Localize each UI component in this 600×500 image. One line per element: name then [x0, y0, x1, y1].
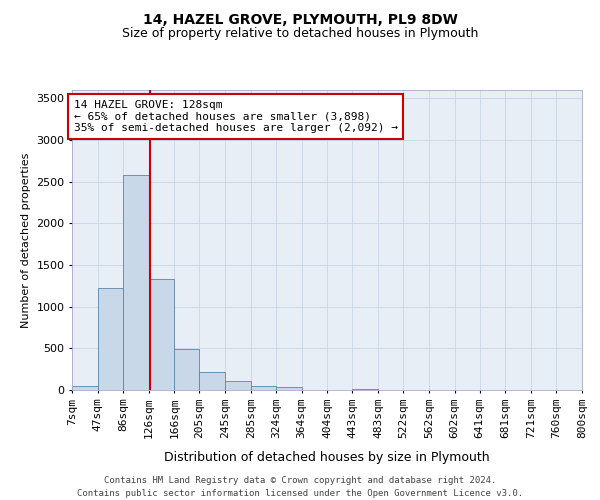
- Text: 14, HAZEL GROVE, PLYMOUTH, PL9 8DW: 14, HAZEL GROVE, PLYMOUTH, PL9 8DW: [143, 12, 457, 26]
- Bar: [149, 279, 174, 390]
- Bar: [98, 288, 123, 390]
- Text: Distribution of detached houses by size in Plymouth: Distribution of detached houses by size …: [164, 451, 490, 464]
- Bar: [72, 386, 98, 390]
- Text: Size of property relative to detached houses in Plymouth: Size of property relative to detached ho…: [122, 28, 478, 40]
- Bar: [352, 389, 378, 390]
- Bar: [276, 387, 302, 390]
- Text: 14 HAZEL GROVE: 128sqm
← 65% of detached houses are smaller (3,898)
35% of semi-: 14 HAZEL GROVE: 128sqm ← 65% of detached…: [74, 100, 398, 133]
- Bar: [199, 372, 225, 390]
- Bar: [251, 386, 276, 390]
- Bar: [123, 175, 149, 390]
- Bar: [174, 349, 199, 390]
- Y-axis label: Number of detached properties: Number of detached properties: [20, 152, 31, 328]
- Bar: [225, 381, 251, 390]
- Text: Contains HM Land Registry data © Crown copyright and database right 2024.
Contai: Contains HM Land Registry data © Crown c…: [77, 476, 523, 498]
